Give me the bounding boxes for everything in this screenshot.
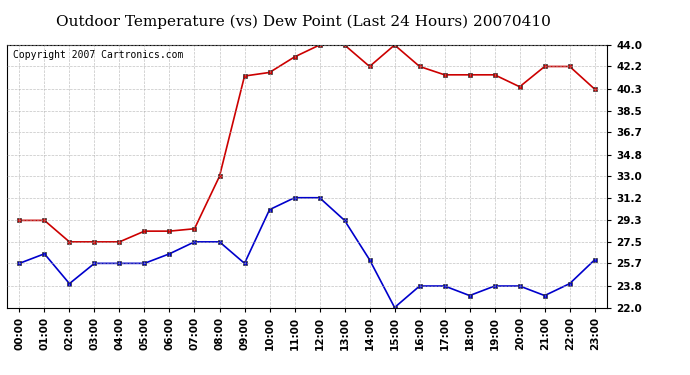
Text: Outdoor Temperature (vs) Dew Point (Last 24 Hours) 20070410: Outdoor Temperature (vs) Dew Point (Last… [56,15,551,29]
Text: Copyright 2007 Cartronics.com: Copyright 2007 Cartronics.com [13,50,184,60]
